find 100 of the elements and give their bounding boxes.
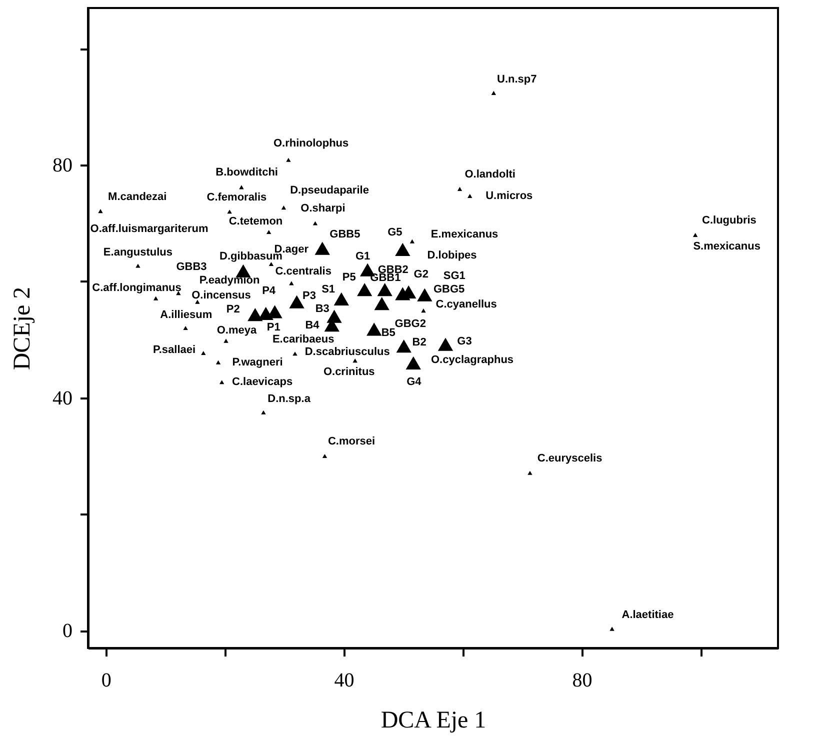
annotation: A.illiesum bbox=[160, 309, 212, 322]
annotation: D.scabriusculus bbox=[304, 346, 390, 358]
point bbox=[322, 454, 328, 458]
annotation: O.rhinolophus bbox=[273, 138, 349, 150]
point bbox=[195, 300, 200, 304]
point bbox=[248, 308, 263, 322]
point bbox=[312, 221, 318, 226]
annotation: U.micros bbox=[486, 190, 533, 202]
point bbox=[153, 296, 158, 300]
annotation: B2 bbox=[412, 336, 426, 349]
annotation: P.eadymion bbox=[199, 274, 260, 286]
annotation: D.pseudaparile bbox=[290, 184, 369, 197]
point bbox=[334, 292, 349, 306]
annotation: C.cyanellus bbox=[436, 298, 497, 311]
annotation: B3 bbox=[315, 302, 330, 315]
annotation: GBB3 bbox=[176, 260, 207, 273]
point bbox=[528, 470, 532, 475]
annotation: P5 bbox=[342, 271, 356, 284]
x-tick-label: 40 bbox=[334, 670, 354, 692]
y-tick-label: 0 bbox=[62, 620, 72, 642]
point bbox=[219, 380, 224, 384]
annotation: GBG2 bbox=[394, 318, 426, 330]
annotation: O.incensus bbox=[192, 289, 251, 302]
annotation: O.cyclagraphus bbox=[430, 354, 514, 366]
annotation: C.lugubris bbox=[702, 214, 756, 226]
annotation: GBB5 bbox=[330, 228, 360, 240]
point bbox=[357, 283, 372, 296]
annotation: C.laevicaps bbox=[232, 376, 293, 388]
annotation: SG1 bbox=[443, 270, 466, 282]
y-tick-label: 80 bbox=[52, 154, 72, 177]
annotation: M.candezai bbox=[108, 191, 167, 204]
annotation: O.sharpi bbox=[300, 202, 346, 215]
annotation: U.n.sp7 bbox=[497, 74, 537, 86]
annotation: O.crinitus bbox=[323, 366, 375, 378]
annotation: D.n.sp.a bbox=[268, 392, 312, 405]
annotation: C.morsei bbox=[328, 435, 376, 448]
point bbox=[438, 338, 454, 351]
point bbox=[395, 242, 410, 256]
point bbox=[692, 232, 698, 237]
point bbox=[289, 295, 304, 308]
annotation: G4 bbox=[406, 376, 422, 388]
y-axis-title: DCEje 2 bbox=[10, 286, 36, 370]
point bbox=[268, 262, 274, 266]
annotation: P2 bbox=[226, 303, 240, 316]
annotation: C.euryscelis bbox=[537, 452, 602, 464]
annotation: S.mexicanus bbox=[693, 240, 760, 253]
point bbox=[201, 350, 206, 356]
annotation: O.meya bbox=[216, 324, 258, 336]
annotation: GBG5 bbox=[433, 284, 465, 296]
point bbox=[216, 360, 221, 364]
annotation: C.centralis bbox=[275, 266, 332, 278]
annotation: O.aff.luismargariterum bbox=[90, 223, 208, 236]
annotation: G5 bbox=[388, 226, 402, 239]
point bbox=[417, 288, 432, 302]
point bbox=[261, 410, 266, 414]
annotation: P.sallaei bbox=[152, 344, 196, 356]
y-tick-label: 40 bbox=[52, 387, 72, 410]
annotation: E.caribaeus bbox=[272, 334, 334, 346]
point bbox=[224, 338, 228, 343]
annotation: E.mexicanus bbox=[430, 228, 498, 240]
annotation: P.wagneri bbox=[232, 356, 283, 368]
x-tick-label: 0 bbox=[101, 670, 112, 692]
point bbox=[266, 230, 272, 234]
annotation: D.lobipes bbox=[427, 249, 477, 262]
x-axis-title: DCA Eje 1 bbox=[380, 708, 486, 734]
annotation: B.bowditchi bbox=[216, 166, 278, 179]
point bbox=[314, 242, 330, 255]
point bbox=[610, 626, 614, 631]
annotation: G3 bbox=[457, 335, 472, 348]
point bbox=[281, 206, 286, 210]
annotation: P1 bbox=[266, 321, 280, 334]
annotation: B4 bbox=[305, 320, 320, 332]
point bbox=[406, 356, 421, 370]
annotation: A.laetitiae bbox=[622, 608, 674, 621]
annotation: C.femoralis bbox=[206, 192, 267, 204]
annotation: G2 bbox=[414, 268, 428, 280]
annotation: P3 bbox=[302, 290, 316, 302]
annotation: GBB1 bbox=[370, 272, 401, 284]
point bbox=[374, 296, 390, 310]
point bbox=[227, 210, 232, 214]
x-tick-label: 80 bbox=[572, 670, 592, 692]
annotation: S1 bbox=[322, 284, 336, 296]
point bbox=[352, 358, 358, 363]
point bbox=[468, 194, 472, 198]
point bbox=[491, 90, 496, 95]
annotation: B5 bbox=[381, 327, 396, 340]
annotation: E.angustulus bbox=[103, 246, 172, 258]
point bbox=[410, 239, 415, 244]
point bbox=[396, 339, 412, 353]
annotation: P4 bbox=[262, 284, 276, 297]
point bbox=[457, 186, 462, 191]
point bbox=[183, 326, 188, 330]
point bbox=[98, 209, 103, 214]
point bbox=[136, 264, 140, 268]
annotation: O.landolti bbox=[464, 168, 516, 180]
annotation: C.tetemon bbox=[228, 216, 283, 228]
point bbox=[377, 283, 392, 296]
point bbox=[366, 322, 382, 336]
point bbox=[286, 158, 291, 162]
annotation: G1 bbox=[355, 250, 370, 262]
